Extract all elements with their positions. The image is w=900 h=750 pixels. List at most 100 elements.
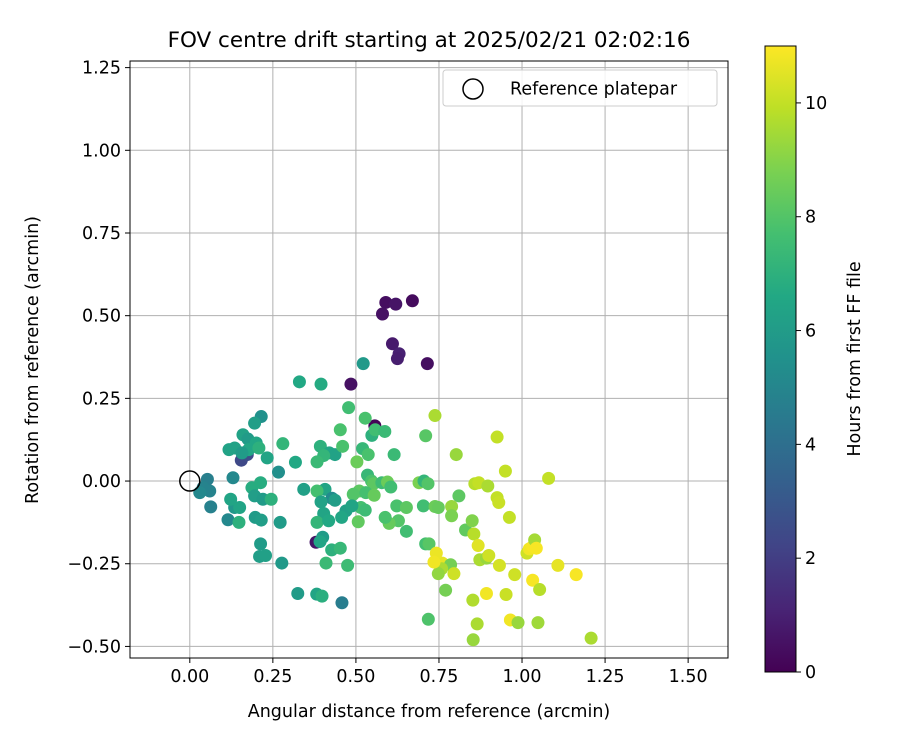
data-point: [358, 411, 372, 425]
y-tick-label: 0.00: [82, 472, 121, 492]
data-point: [379, 295, 393, 309]
data-point: [345, 499, 359, 513]
colorbar-tick-label: 2: [805, 549, 816, 569]
data-point: [328, 493, 342, 507]
plot-frame: [129, 60, 729, 659]
x-tick-label: 0.50: [336, 667, 375, 687]
data-point: [233, 501, 247, 515]
data-point: [375, 307, 389, 321]
data-point: [254, 513, 268, 527]
data-point: [419, 429, 433, 443]
data-point: [342, 401, 356, 415]
data-point: [259, 548, 273, 562]
data-point: [221, 513, 235, 527]
data-point: [390, 499, 404, 513]
data-point: [319, 556, 333, 570]
legend-marker-icon: [462, 78, 484, 100]
data-point: [226, 471, 240, 485]
colorbar-tick-label: 8: [805, 208, 816, 228]
data-point: [378, 510, 392, 524]
colorbar-tick-label: 0: [805, 663, 816, 683]
data-point: [569, 568, 583, 582]
x-axis-ticks: 0.00 0.25 0.50 0.75 1.00 1.25 1.50: [170, 658, 708, 687]
data-point: [310, 455, 324, 469]
data-point: [466, 593, 480, 607]
data-point: [341, 558, 355, 572]
data-point: [399, 501, 413, 515]
data-point: [252, 441, 266, 455]
x-tick-label: 0.75: [419, 667, 458, 687]
data-point: [346, 487, 360, 501]
data-point: [427, 555, 441, 569]
data-point: [254, 537, 268, 551]
colorbar-label: Hours from first FF file: [845, 261, 865, 456]
y-tick-label: 0.25: [82, 389, 121, 409]
data-point: [466, 633, 480, 647]
data-point: [315, 589, 329, 603]
data-point: [422, 537, 436, 551]
data-point: [421, 477, 435, 491]
data-point: [335, 510, 349, 524]
data-point: [260, 451, 274, 465]
data-point: [502, 510, 516, 524]
data-point: [447, 567, 461, 581]
data-point: [328, 448, 342, 462]
data-point: [533, 583, 547, 597]
data-point: [445, 509, 459, 523]
chart-title: FOV centre drift starting at 2025/02/21 …: [168, 28, 691, 53]
colorbar-tick-label: 4: [805, 435, 816, 455]
data-point: [482, 548, 496, 562]
y-axis-label: Rotation from reference (arcmin): [23, 216, 43, 504]
data-point: [416, 499, 430, 513]
data-point: [384, 480, 398, 494]
data-point: [389, 297, 403, 311]
data-point: [405, 294, 419, 308]
data-point: [421, 612, 435, 626]
data-point: [385, 337, 399, 351]
colorbar: 0 2 4 6 8 10 Hours from first FF file: [764, 45, 865, 683]
data-point: [313, 535, 327, 549]
data-point: [479, 587, 493, 601]
y-tick-label: 1.00: [82, 141, 121, 161]
colorbar-tick-label: 6: [805, 322, 816, 342]
data-point: [498, 464, 512, 478]
data-point: [387, 448, 401, 462]
data-point: [235, 446, 249, 460]
data-point: [322, 514, 336, 528]
data-point: [310, 484, 324, 498]
data-point: [492, 558, 506, 572]
legend-box: [442, 69, 718, 107]
y-tick-label: 0.50: [82, 307, 121, 327]
data-point: [367, 488, 381, 502]
data-point: [254, 476, 268, 490]
data-point: [358, 503, 372, 517]
data-points: [193, 294, 598, 647]
data-point: [465, 514, 479, 528]
y-tick-label: −0.50: [67, 637, 121, 657]
data-point: [344, 377, 358, 391]
y-tick-label: 1.25: [82, 59, 121, 79]
data-point: [336, 439, 350, 453]
data-point: [431, 567, 445, 581]
data-point: [288, 455, 302, 469]
data-point: [584, 631, 598, 645]
data-point: [335, 596, 349, 610]
data-point: [428, 409, 442, 423]
data-point: [470, 617, 484, 631]
data-point: [292, 375, 306, 389]
data-point: [356, 357, 370, 371]
data-point: [204, 500, 218, 514]
data-point: [276, 437, 290, 451]
data-point: [439, 583, 453, 597]
data-point: [203, 484, 217, 498]
reference-platepar-marker: [179, 470, 201, 492]
data-point: [452, 489, 466, 503]
data-point: [499, 587, 513, 601]
data-point: [333, 541, 347, 555]
x-tick-label: 1.00: [503, 667, 542, 687]
x-tick-label: 1.25: [586, 667, 625, 687]
data-point: [272, 465, 286, 479]
data-point: [310, 515, 324, 529]
data-point: [449, 448, 463, 462]
